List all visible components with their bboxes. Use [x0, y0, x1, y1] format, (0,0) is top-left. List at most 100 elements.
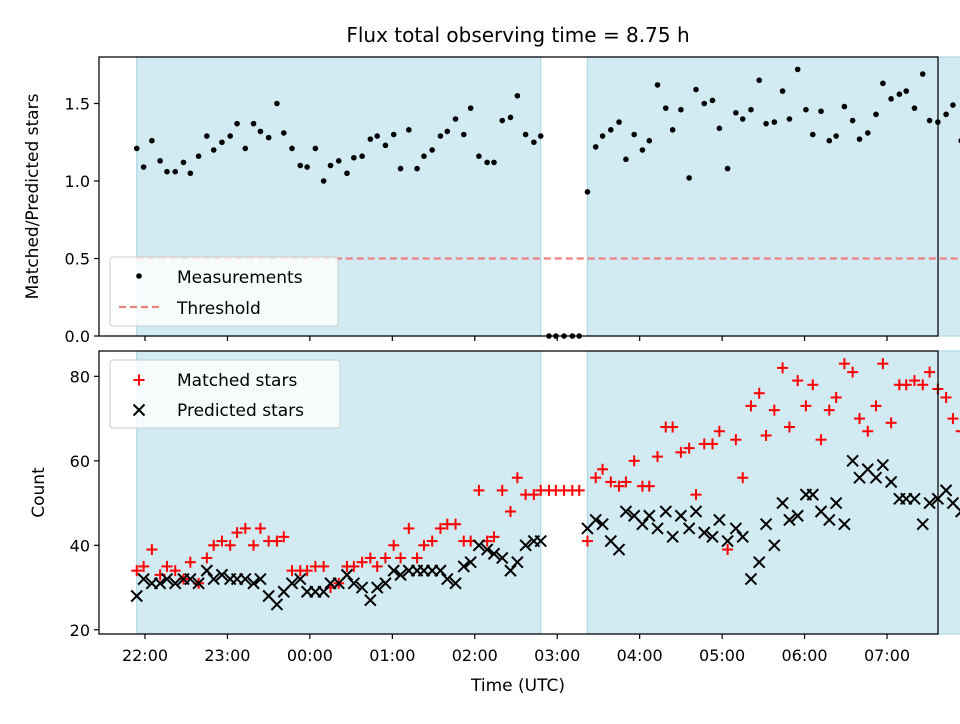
predicted-star-point: [317, 585, 330, 598]
matched-star-point: [947, 413, 959, 425]
measurement-point: [763, 120, 769, 127]
bottom-legend: Matched stars Predicted stars: [109, 359, 341, 429]
predicted-star-point: [472, 539, 486, 552]
measurement-point: [864, 130, 871, 136]
matched-star-point: [590, 472, 602, 484]
measurement-point: [452, 116, 459, 122]
predicted-star-point: [379, 577, 392, 590]
measurement-points: [133, 66, 960, 339]
bottom-legend-box: [109, 359, 341, 429]
predicted-star-point: [504, 564, 517, 577]
matched-star-point: [231, 527, 243, 539]
predicted-stars-series: [130, 454, 960, 611]
predicted-star-point: [706, 530, 719, 544]
measurement-point: [460, 131, 467, 138]
predicted-star-point: [239, 572, 252, 586]
measurement-point: [724, 165, 731, 172]
predicted-star-point: [689, 505, 703, 518]
measurement-point: [344, 170, 350, 177]
measurement-point: [327, 162, 334, 169]
predicted-star-point: [364, 594, 377, 607]
predicted-star-point: [759, 517, 773, 531]
measurement-point: [219, 139, 225, 146]
matched-star-point: [777, 362, 789, 374]
measurement-point: [312, 145, 319, 152]
matched-star-point: [730, 434, 742, 446]
predicted-star-point: [838, 517, 851, 531]
matched-star-point: [613, 480, 625, 492]
matched-star-point: [216, 535, 228, 547]
matched-star-point: [815, 434, 827, 446]
predicted-star-point: [884, 475, 898, 489]
measurement-point: [646, 137, 653, 144]
measurement-point: [320, 178, 327, 184]
predicted-star-point: [619, 505, 633, 518]
top-x-ticks: [144, 336, 888, 341]
observing-band-2: [586, 350, 960, 635]
measurement-point: [374, 133, 381, 139]
x-tick-label: 04:00: [617, 646, 663, 665]
matched-star-point: [278, 531, 290, 543]
predicted-star-point: [923, 496, 936, 510]
measurement-point: [491, 159, 497, 166]
predicted-star-point: [247, 577, 260, 590]
top-y-tick-label: 1.5: [65, 95, 90, 114]
matched-star-point: [403, 522, 415, 534]
predicted-star-point: [184, 572, 197, 586]
predicted-star-point: [744, 572, 758, 586]
matched-star-point: [138, 560, 150, 572]
predicted-star-point: [829, 496, 843, 510]
bottom-y-tick-label: 80: [70, 367, 90, 386]
matched-star-point: [473, 484, 485, 496]
predicted-star-point: [729, 522, 743, 535]
predicted-star-point: [846, 454, 859, 468]
measurement-point: [351, 154, 357, 161]
measurement-point: [514, 92, 521, 99]
predicted-star-point: [130, 589, 143, 603]
measurement-point: [537, 133, 544, 139]
bottom-y-tick-label: 20: [70, 621, 90, 640]
bottom-axes-frame: [98, 350, 939, 635]
matched-star-point: [208, 539, 220, 551]
matched-star-point: [248, 539, 260, 551]
x-tick-label: 23:00: [204, 646, 250, 665]
matched-star-point: [800, 400, 812, 412]
matched-star-point: [131, 565, 143, 577]
legend-measurements-marker: [136, 273, 142, 279]
measurement-point: [631, 131, 637, 138]
matched-star-point: [885, 417, 897, 429]
measurement-point: [880, 80, 886, 87]
measurement-point: [367, 136, 374, 142]
matched-star-point: [854, 413, 866, 425]
matched-star-point: [356, 556, 368, 568]
legend-predicted-marker: [132, 403, 146, 417]
measurement-point: [756, 77, 763, 84]
measurement-point: [662, 105, 669, 111]
matched-star-point: [667, 421, 679, 433]
matched-star-point: [411, 552, 423, 564]
matched-star-point: [940, 391, 952, 403]
legend-predicted-label: Predicted stars: [177, 401, 304, 421]
measurement-point: [531, 139, 537, 146]
measurement-point: [242, 145, 249, 152]
predicted-star-point: [215, 568, 229, 582]
measurement-point: [227, 133, 233, 139]
matched-star-point: [379, 552, 391, 564]
matched-stars-series: [131, 358, 960, 594]
predicted-star-point: [487, 547, 501, 560]
matched-star-point: [706, 438, 718, 450]
predicted-star-point: [713, 513, 726, 527]
matched-star-point: [573, 484, 585, 496]
matched-star-point: [496, 484, 508, 496]
predicted-star-point: [394, 568, 407, 582]
measurement-point: [599, 133, 606, 139]
matched-star-point: [652, 451, 664, 463]
predicted-star-point: [153, 577, 167, 590]
chart-title: Flux total observing time = 8.75 h: [346, 23, 689, 47]
measurement-point: [157, 158, 163, 164]
predicted-star-point: [254, 572, 267, 586]
predicted-star-point: [371, 581, 384, 594]
predicted-star-point: [908, 492, 921, 506]
measurement-point: [826, 137, 833, 144]
top-y-ticks: 0.0 0.5 1.0 1.5: [65, 95, 99, 346]
